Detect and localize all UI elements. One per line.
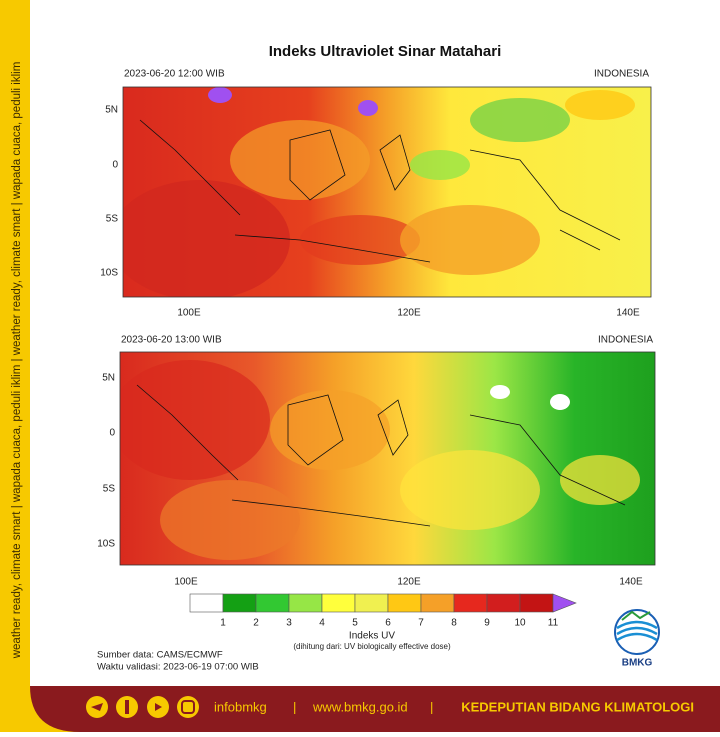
side-strip (0, 0, 30, 732)
colorbar-label: 9 (484, 618, 490, 629)
validity: Waktu validasi: 2023-06-19 07:00 WIB (97, 662, 259, 673)
lat-label: 0 (112, 160, 118, 171)
side-text: weather ready, climate smart | wapada cu… (11, 62, 23, 660)
colorbar-swatch (321, 593, 356, 613)
lat-label: 5S (106, 214, 119, 225)
footer-department: KEDEPUTIAN BIDANG KLIMATOLOGI (461, 699, 694, 714)
colorbar-label: 2 (253, 618, 259, 629)
lon-label: 140E (616, 308, 640, 319)
lat-label: 5N (105, 105, 118, 116)
colorbar-swatch (519, 593, 554, 613)
colorbar-label: 1 (220, 618, 226, 629)
lon-label: 120E (397, 308, 421, 319)
colorbar-label: 7 (418, 618, 424, 629)
lon-label: 100E (174, 577, 198, 588)
map-panel (123, 87, 651, 297)
panel-time: 2023-06-20 12:00 WIB (124, 69, 225, 80)
lon-label: 140E (619, 577, 643, 588)
colorbar-swatch (486, 593, 521, 613)
footer-handle: infobmkg (214, 699, 267, 714)
lat-label: 10S (97, 539, 115, 550)
colorbar-title: Indeks UV (349, 631, 395, 642)
colorbar-swatch (387, 593, 422, 613)
title: Indeks Ultraviolet Sinar Matahari (269, 43, 502, 60)
footer-bar (30, 686, 720, 732)
colorbar-label: 6 (385, 618, 391, 629)
colorbar-label: 8 (451, 618, 457, 629)
panel-region: INDONESIA (594, 69, 649, 80)
map-panel (120, 352, 655, 565)
colorbar-arrow (552, 593, 577, 613)
colorbar-swatch (222, 593, 257, 613)
lat-label: 5N (102, 373, 115, 384)
bmkg-logo: BMKG (614, 609, 660, 669)
footer-website: www.bmkg.go.id (312, 699, 408, 714)
colorbar-swatch (453, 593, 488, 613)
colorbar-label: 11 (548, 618, 559, 629)
lat-label: 0 (109, 428, 115, 439)
colorbar-label: 4 (319, 618, 325, 629)
lat-label: 5S (103, 484, 116, 495)
colorbar-swatch (189, 593, 224, 613)
colorbar-subtitle: (dihitung dari: UV biologically effectiv… (293, 642, 451, 651)
colorbar-label: 10 (514, 618, 526, 629)
logo-text: BMKG (622, 658, 653, 669)
social-icons (86, 696, 199, 718)
lat-label: 10S (100, 268, 118, 279)
colorbar-swatch (255, 593, 290, 613)
lon-label: 100E (177, 308, 201, 319)
footer-separator: | (430, 699, 433, 714)
colorbar-label: 5 (352, 618, 358, 629)
colorbar-swatch (354, 593, 389, 613)
panel-region: INDONESIA (598, 335, 653, 346)
colorbar: 1 2 3 4 5 6 7 8 9 10 11 (189, 593, 577, 629)
colorbar-swatch (420, 593, 455, 613)
lon-label: 120E (397, 577, 421, 588)
colorbar-swatch (288, 593, 323, 613)
source: Sumber data: CAMS/ECMWF (97, 650, 223, 661)
panel-time: 2023-06-20 13:00 WIB (121, 335, 222, 346)
colorbar-label: 3 (286, 618, 292, 629)
footer-separator: | (293, 699, 296, 714)
